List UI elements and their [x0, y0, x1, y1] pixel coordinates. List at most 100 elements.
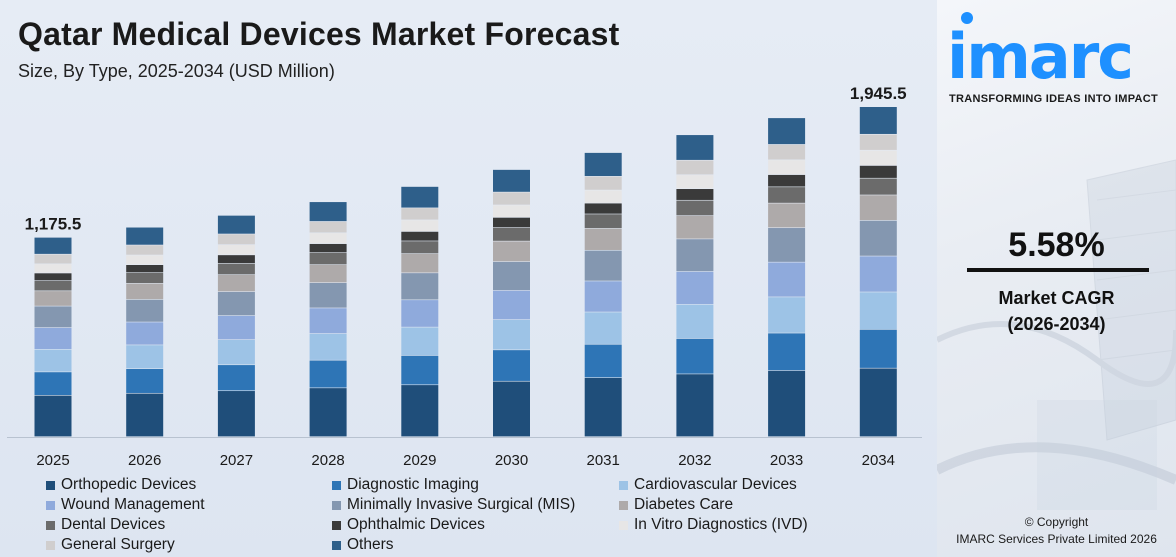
bar-segment-wound-management-2028 — [309, 308, 347, 334]
side-panel: imarc TRANSFORMING IDEAS INTO IMPACT 5.5… — [937, 0, 1176, 557]
legend-label: Dental Devices — [61, 516, 166, 533]
bar-segment-minimally-invasive-surgical-mis--2026 — [126, 299, 164, 322]
bar-segment-cardiovascular-devices-2032 — [676, 304, 714, 339]
copyright-line: © Copyright — [1024, 515, 1089, 529]
logo-dot-icon — [961, 12, 973, 24]
bar-segment-wound-management-2029 — [401, 300, 439, 327]
bar-segment-orthopedic-devices-2030 — [493, 381, 530, 437]
bar-segment-in-vitro-diagnostics-ivd--2033 — [768, 160, 806, 175]
bar-segment-cardiovascular-devices-2030 — [493, 319, 530, 350]
bar-stack-2033 — [768, 118, 806, 437]
bar-segment-dental-devices-2033 — [768, 187, 806, 203]
bar-segment-diabetes-care-2025 — [34, 291, 72, 306]
legend-label: Diagnostic Imaging — [347, 476, 479, 493]
cagr-caption: Market CAGR (2026-2034) — [937, 285, 1176, 337]
bar-segment-diabetes-care-2032 — [676, 215, 714, 239]
legend-item: Wound Management — [46, 496, 205, 514]
bar-segment-cardiovascular-devices-2031 — [584, 312, 622, 344]
legend-swatch — [46, 500, 55, 510]
bar-segment-orthopedic-devices-2027 — [217, 391, 255, 437]
chart-title: Qatar Medical Devices Market Forecast — [18, 16, 620, 52]
bar-segment-wound-management-2030 — [493, 290, 530, 320]
bar-stack-2030 — [493, 169, 530, 437]
legend-swatch — [619, 520, 628, 530]
bar-segment-minimally-invasive-surgical-mis--2034 — [859, 220, 897, 256]
bar-segment-ophthalmic-devices-2026 — [126, 265, 164, 273]
legend-swatch — [619, 500, 628, 510]
chart-legend: Orthopedic Devices Diagnostic Imaging Card… — [46, 476, 808, 553]
bar-segment-cardiovascular-devices-2028 — [309, 333, 347, 360]
bar-segment-cardiovascular-devices-2029 — [401, 327, 439, 356]
copyright-notice: © Copyright IMARC Services Private Limit… — [937, 514, 1176, 548]
bar-segment-others-2031 — [584, 152, 622, 177]
bar-segment-general-surgery-2028 — [309, 221, 347, 233]
bar-segment-dental-devices-2030 — [493, 227, 530, 241]
bar-segment-general-surgery-2033 — [768, 144, 806, 160]
legend-label: Wound Management — [61, 496, 205, 513]
legend-label: Others — [347, 536, 394, 553]
bar-segment-orthopedic-devices-2029 — [401, 385, 439, 437]
bar-segment-minimally-invasive-surgical-mis--2025 — [34, 306, 72, 328]
bar-segment-minimally-invasive-surgical-mis--2033 — [768, 228, 806, 262]
legend-label: Cardiovascular Devices — [634, 476, 797, 493]
bar-segment-others-2027 — [217, 215, 255, 234]
bar-segment-diagnostic-imaging-2032 — [676, 338, 714, 374]
legend-swatch — [46, 540, 55, 550]
bar-segment-dental-devices-2025 — [34, 280, 72, 291]
chart-subtitle: Size, By Type, 2025-2034 (USD Million) — [18, 61, 335, 81]
bar-segment-general-surgery-2029 — [401, 208, 439, 220]
bar-segment-ophthalmic-devices-2031 — [584, 203, 622, 214]
bar-segment-cardiovascular-devices-2026 — [126, 345, 164, 369]
bar-segment-dental-devices-2034 — [859, 178, 897, 195]
bar-segment-others-2028 — [309, 202, 347, 222]
bar-stack-2025 — [34, 237, 72, 437]
bar-stack-2034 — [859, 107, 897, 437]
legend-label: Ophthalmic Devices — [347, 516, 485, 533]
bar-segment-orthopedic-devices-2028 — [309, 388, 347, 437]
stacked-bar-chart: 2025 1,175.5 2026 2027 2028 2029 2030 2031 2032 2… — [7, 84, 922, 469]
bar-segment-general-surgery-2030 — [493, 192, 530, 205]
background-decoration — [937, 159, 1176, 510]
bar-segment-wound-management-2032 — [676, 271, 714, 305]
legend-swatch — [332, 520, 341, 530]
bar-segment-minimally-invasive-surgical-mis--2029 — [401, 273, 439, 300]
bar-segment-diagnostic-imaging-2025 — [34, 372, 72, 396]
legend-swatch — [332, 500, 341, 510]
logo-wordmark: imarc — [947, 20, 1134, 93]
bar-segment-diabetes-care-2033 — [768, 203, 806, 228]
bar-segment-diabetes-care-2029 — [401, 253, 439, 273]
bar-segment-general-surgery-2027 — [217, 234, 255, 245]
bar-segment-general-surgery-2031 — [584, 176, 622, 190]
bar-segment-general-surgery-2032 — [676, 160, 714, 175]
bar-segment-diagnostic-imaging-2027 — [217, 365, 255, 391]
bar-segment-in-vitro-diagnostics-ivd--2025 — [34, 264, 72, 273]
bar-segment-orthopedic-devices-2034 — [859, 368, 897, 437]
total-label-2034: 1,945.5 — [850, 84, 907, 103]
bar-segment-wound-management-2031 — [584, 281, 622, 312]
x-tick-label: 2025 — [36, 452, 69, 469]
legend-item: Orthopedic Devices — [46, 476, 196, 494]
bar-segment-diagnostic-imaging-2030 — [493, 350, 530, 381]
x-tick-label: 2032 — [678, 452, 711, 469]
bar-segment-others-2025 — [34, 237, 72, 254]
bar-segment-others-2034 — [859, 107, 897, 134]
legend-item: Minimally Invasive Surgical (MIS) — [332, 496, 575, 514]
bar-segment-dental-devices-2026 — [126, 272, 164, 284]
bar-segment-dental-devices-2028 — [309, 252, 347, 265]
legend-item: Diagnostic Imaging — [332, 476, 479, 494]
bar-segment-dental-devices-2029 — [401, 241, 439, 254]
legend-label: Orthopedic Devices — [61, 476, 197, 493]
bar-segment-orthopedic-devices-2026 — [126, 393, 164, 437]
bar-segment-others-2032 — [676, 135, 714, 160]
chart-panel: Qatar Medical Devices Market Forecast Si… — [0, 0, 937, 557]
bar-segment-in-vitro-diagnostics-ivd--2029 — [401, 220, 439, 232]
bar-segment-minimally-invasive-surgical-mis--2027 — [217, 291, 255, 316]
legend-label: In Vitro Diagnostics (IVD) — [634, 516, 808, 533]
legend-swatch — [332, 540, 341, 550]
x-tick-label: 2026 — [128, 452, 161, 469]
bar-segment-in-vitro-diagnostics-ivd--2026 — [126, 255, 164, 265]
bar-segment-diabetes-care-2030 — [493, 241, 530, 262]
bar-segment-general-surgery-2026 — [126, 245, 164, 255]
bar-segment-others-2033 — [768, 118, 806, 145]
bar-segment-diagnostic-imaging-2034 — [859, 329, 897, 368]
